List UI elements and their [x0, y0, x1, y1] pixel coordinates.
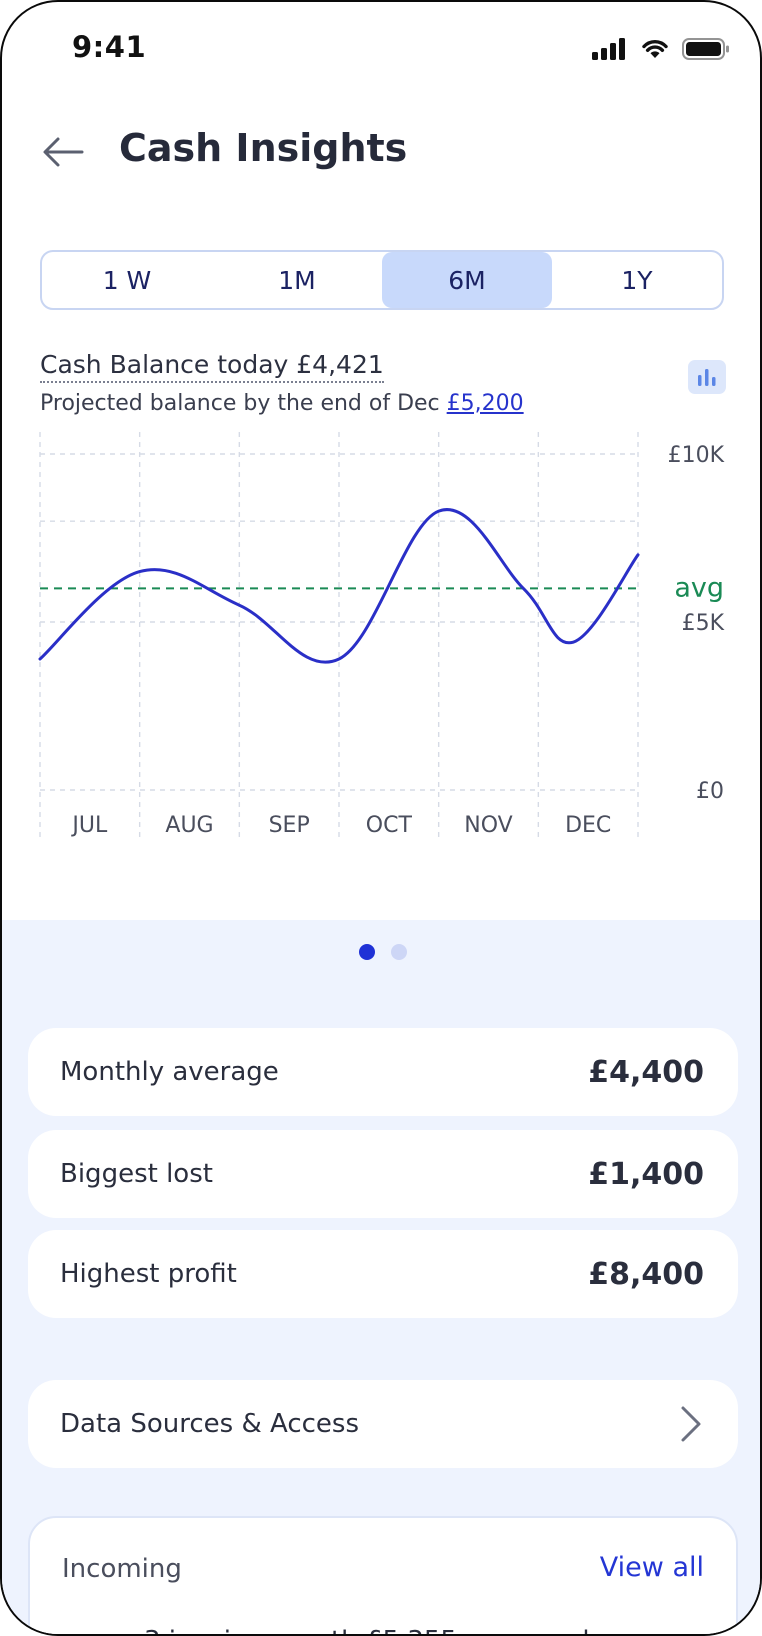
back-button[interactable]: [40, 132, 90, 172]
stat-value: £4,400: [588, 1054, 704, 1090]
stat-card-biggest-lost: Biggest lost £1,400: [28, 1130, 738, 1218]
wifi-icon: [642, 40, 668, 58]
y-tick-label: £5K: [682, 611, 725, 636]
stat-value: £8,400: [588, 1256, 704, 1292]
stat-value: £1,400: [588, 1156, 704, 1192]
incoming-title: Incoming: [62, 1554, 182, 1584]
cash-balance-chart: £10K £5K £0 JUL AUG SEP OCT NOV DEC avg: [2, 432, 760, 882]
x-tick-label: SEP: [269, 813, 310, 838]
chart-svg: £10K £5K £0 JUL AUG SEP OCT NOV DEC avg: [38, 432, 725, 842]
pager-dot-2[interactable]: [391, 944, 407, 960]
average-label: avg: [674, 572, 724, 603]
pager-dot-1[interactable]: [359, 944, 375, 960]
range-tab-1w[interactable]: 1 W: [102, 265, 152, 295]
stat-label: Highest profit: [60, 1259, 237, 1289]
chart-type-button[interactable]: [688, 360, 726, 394]
y-tick-label: £10K: [668, 443, 725, 468]
data-sources-label: Data Sources & Access: [60, 1409, 359, 1439]
stat-card-monthly-average: Monthly average £4,400: [28, 1028, 738, 1116]
projected-balance: Projected balance by the end of Dec £5,2…: [40, 390, 524, 418]
cash-balance-today[interactable]: Cash Balance today £4,421: [40, 350, 384, 383]
stat-label: Biggest lost: [60, 1159, 213, 1189]
x-tick-label: NOV: [464, 813, 512, 838]
data-sources-row[interactable]: Data Sources & Access: [28, 1380, 738, 1468]
x-tick-label: DEC: [565, 813, 611, 838]
pager-dots: [2, 944, 760, 960]
stat-label: Monthly average: [60, 1057, 279, 1087]
projected-balance-value[interactable]: £5,200: [446, 391, 524, 416]
y-tick-label: £0: [696, 779, 724, 804]
overdue-summary[interactable]: 3 invoices worth £5,355 are overdue: [30, 1626, 736, 1634]
x-tick-label: JUL: [70, 813, 108, 838]
header: Cash Insights: [2, 112, 760, 192]
arrow-left-icon: [43, 137, 84, 167]
page-title: Cash Insights: [119, 126, 408, 170]
status-bar: 9:41: [2, 2, 760, 102]
bar-chart-icon: [698, 369, 716, 386]
battery-icon: [682, 38, 729, 60]
range-selector: 1 W 1M 6M 1Y: [40, 250, 724, 310]
balance-line: [38, 508, 640, 664]
range-tab-1y[interactable]: 1Y: [621, 265, 653, 295]
status-icons: [592, 38, 730, 60]
x-tick-label: AUG: [165, 813, 213, 838]
incoming-card: Incoming View all 3 invoices worth £5,35…: [28, 1516, 738, 1634]
x-tick-label: OCT: [366, 813, 413, 838]
range-tab-1m[interactable]: 1M: [278, 265, 316, 295]
stat-card-highest-profit: Highest profit £8,400: [28, 1230, 738, 1318]
projected-balance-label: Projected balance by the end of Dec: [40, 391, 440, 416]
status-time: 9:41: [72, 30, 147, 64]
signal-icon: [592, 38, 625, 60]
chevron-right-icon: [681, 1406, 701, 1442]
insights-panel: Monthly average £4,400 Biggest lost £1,4…: [2, 920, 760, 1634]
range-tab-6m[interactable]: 6M: [382, 252, 552, 308]
view-all-link[interactable]: View all: [599, 1552, 704, 1583]
